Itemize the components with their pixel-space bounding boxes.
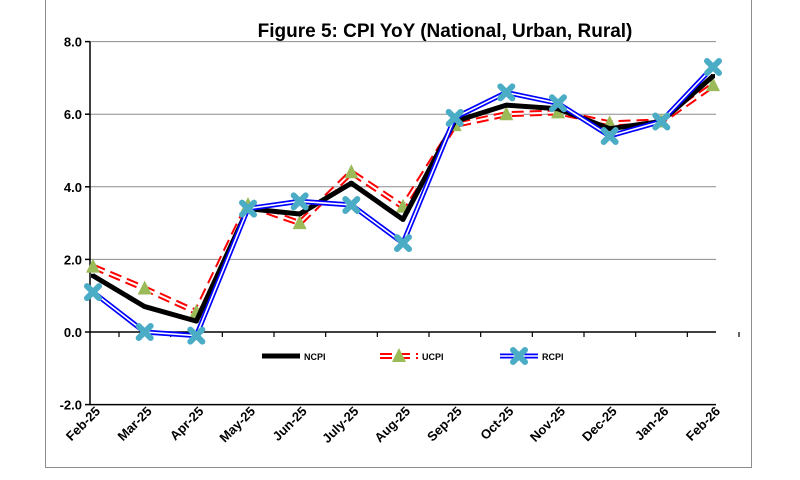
ucpi-marker <box>706 77 720 92</box>
ncpi-marker <box>607 126 612 131</box>
legend-label-ncpi: NCPI <box>304 352 326 362</box>
ucpi-marker <box>292 215 307 230</box>
ucpi-marker <box>86 258 100 273</box>
chart-frame <box>45 0 752 468</box>
ncpi-marker <box>194 319 199 324</box>
rcpi-marker <box>135 323 154 341</box>
rcpi-marker <box>652 112 671 131</box>
x-tick-label: Aug-25 <box>371 404 413 446</box>
ucpi-marker <box>137 280 152 295</box>
rcpi-marker <box>549 94 567 113</box>
x-tick-label: Apr-25 <box>167 404 207 444</box>
rcpi-marker <box>239 199 257 218</box>
chart-title: Figure 5: CPI YoY (National, Urban, Rura… <box>258 21 633 42</box>
x-tick-label: Jun-25 <box>270 404 310 444</box>
rcpi-marker <box>342 195 361 214</box>
ucpi-marker <box>392 348 406 362</box>
ucpi-line-inner <box>92 84 714 314</box>
ncpi-marker <box>279 354 283 358</box>
x-tick-label: Oct-25 <box>477 404 516 443</box>
y-tick-label: 6.0 <box>64 107 82 122</box>
x-tick-label: Sep-25 <box>424 404 465 445</box>
x-tick-label: Nov-25 <box>527 404 568 445</box>
ucpi-line <box>91 82 715 316</box>
x-tick-label: Dec-25 <box>579 404 620 445</box>
ncpi-marker <box>91 273 95 278</box>
x-tick-label: July-25 <box>319 404 361 446</box>
ncpi-marker <box>142 304 147 309</box>
y-tick-label: -2.0 <box>60 398 82 413</box>
rcpi-marker <box>510 347 528 365</box>
rcpi-marker <box>445 108 464 127</box>
ucpi-marker <box>499 106 514 121</box>
ncpi-marker <box>556 106 560 111</box>
x-tick-label: Feb-26 <box>683 404 723 444</box>
x-tick-label: Mar-25 <box>115 404 155 444</box>
x-tick-label: May-25 <box>216 404 258 446</box>
y-tick-label: 0.0 <box>64 325 82 340</box>
rcpi-marker <box>394 234 412 253</box>
ncpi-marker <box>401 217 405 222</box>
x-tick-label: Jan-26 <box>632 404 672 444</box>
y-tick-label: 2.0 <box>64 252 82 267</box>
legend-label-ucpi: UCPI <box>422 352 444 362</box>
ucpi-marker <box>344 164 359 179</box>
rcpi-marker <box>187 326 206 345</box>
rcpi-marker <box>497 83 516 102</box>
ncpi-marker <box>711 74 715 79</box>
rcpi-marker <box>704 58 722 77</box>
y-tick-label: 8.0 <box>64 35 82 50</box>
rcpi-marker <box>600 126 619 145</box>
rcpi-marker <box>290 192 309 211</box>
ncpi-marker <box>504 103 509 108</box>
ncpi-line <box>91 74 715 324</box>
rcpi-marker <box>84 283 102 302</box>
ncpi-marker <box>297 212 302 217</box>
ncpi-marker <box>349 181 354 186</box>
y-tick-label: 4.0 <box>64 180 82 195</box>
legend-label-rcpi: RCPI <box>542 352 564 362</box>
